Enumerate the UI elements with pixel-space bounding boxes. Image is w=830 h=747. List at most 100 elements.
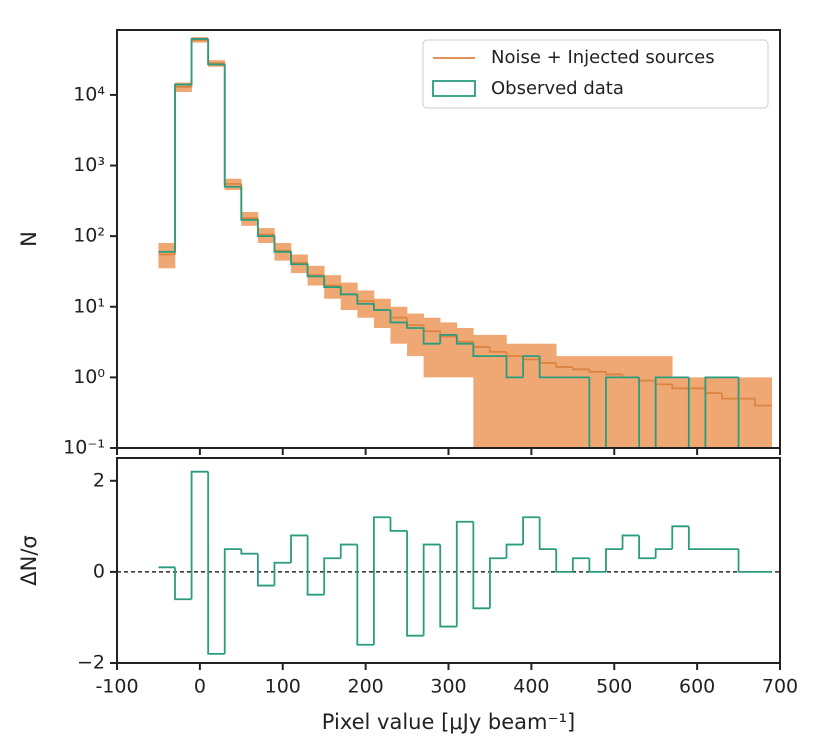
observed-step — [323, 276, 341, 288]
y-tick-label: 10⁻¹ — [63, 437, 105, 459]
model-step — [207, 39, 225, 65]
observed-step — [389, 309, 408, 324]
model-step — [605, 371, 623, 376]
residual-step — [737, 549, 756, 573]
residual-step — [273, 561, 292, 586]
x-tick-label: 400 — [513, 676, 549, 698]
model-band — [622, 356, 640, 448]
model-band — [755, 377, 773, 448]
model-step — [754, 398, 772, 407]
model-step — [555, 362, 573, 368]
y-axis-label: ΔN/σ — [17, 535, 41, 585]
observed-step — [240, 186, 258, 221]
x-axis-label: Pixel value [μJy beam⁻¹] — [322, 710, 575, 734]
model-step — [190, 39, 209, 87]
observed-step — [522, 355, 540, 378]
residual-step — [555, 549, 573, 573]
y-axis-label: N — [17, 231, 41, 247]
y-tick-label: 2 — [93, 469, 105, 491]
model-band — [340, 282, 358, 310]
model-band — [589, 356, 607, 448]
model-band — [423, 317, 441, 378]
model-step — [489, 346, 507, 353]
residual-step — [223, 548, 242, 654]
model-band — [407, 313, 424, 357]
residual-step — [687, 526, 706, 551]
frame — [116, 457, 781, 664]
legend-label: Observed data — [491, 78, 624, 99]
model-band — [373, 298, 391, 329]
observed-step — [605, 376, 623, 448]
residual-step — [654, 548, 673, 559]
y-tick-label: 10¹ — [73, 295, 105, 317]
residual-step — [489, 557, 507, 609]
residual-step — [522, 516, 540, 545]
model-band — [440, 322, 458, 378]
x-tick-label: 300 — [430, 676, 466, 698]
observed-step — [356, 294, 374, 305]
x-tick-label: 600 — [679, 676, 715, 698]
observed-step — [538, 356, 557, 379]
residual-step — [621, 534, 640, 550]
y-tick-label: −2 — [77, 652, 105, 674]
model-band — [556, 356, 574, 448]
residual-step — [389, 517, 408, 532]
observed-step — [422, 328, 441, 345]
observed-step — [207, 38, 225, 66]
model-band — [672, 377, 690, 448]
y-tick-label: 10⁰ — [73, 366, 105, 388]
residual-step — [240, 549, 258, 555]
x-tick-label: 500 — [596, 676, 632, 698]
residual-step — [538, 517, 557, 551]
model-band — [705, 377, 723, 448]
residual-step — [174, 567, 192, 601]
model-band — [721, 377, 739, 448]
observed-step — [273, 236, 292, 253]
residual-step — [339, 543, 358, 559]
observed-step — [174, 83, 192, 252]
y-tick-label: 10² — [73, 225, 105, 247]
model-band — [572, 356, 590, 448]
residual-step — [207, 471, 225, 655]
observed-step — [373, 303, 391, 311]
observed-step — [290, 251, 308, 266]
model-step — [571, 367, 590, 371]
observed-step — [306, 264, 325, 278]
observed-step — [654, 376, 673, 448]
observed-step — [339, 287, 358, 296]
model-band — [390, 306, 408, 344]
model-band — [639, 356, 656, 448]
y-tick-label: 10³ — [73, 154, 105, 176]
residual-step — [356, 544, 374, 646]
y-tick-label: 10⁴ — [73, 83, 105, 105]
model-step — [174, 85, 192, 255]
residual-step — [256, 553, 275, 587]
residual-step — [671, 525, 689, 550]
residual-step — [638, 535, 656, 560]
model-band — [655, 356, 673, 448]
x-tick-label: 100 — [265, 676, 301, 698]
residual-step — [455, 520, 474, 627]
model-step — [721, 393, 739, 400]
model-step — [505, 351, 524, 358]
observed-step — [439, 333, 457, 344]
y-tick-label: 0 — [93, 560, 105, 582]
observed-step — [223, 64, 242, 188]
observed-step — [256, 219, 275, 238]
legend-swatch — [432, 80, 476, 97]
model-band — [473, 334, 491, 448]
model-step — [671, 384, 689, 390]
observed-step — [505, 356, 524, 379]
model-band — [489, 334, 507, 448]
model-band — [456, 328, 474, 378]
observed-step — [406, 322, 424, 329]
legend-box — [422, 39, 769, 109]
residual-step — [373, 516, 391, 645]
model-band — [605, 356, 623, 448]
observed-step — [190, 38, 209, 85]
model-band — [506, 343, 524, 448]
x-tick-label: 0 — [194, 676, 206, 698]
residual-step — [290, 534, 308, 563]
observed-step — [472, 343, 490, 358]
model-band — [539, 343, 557, 448]
